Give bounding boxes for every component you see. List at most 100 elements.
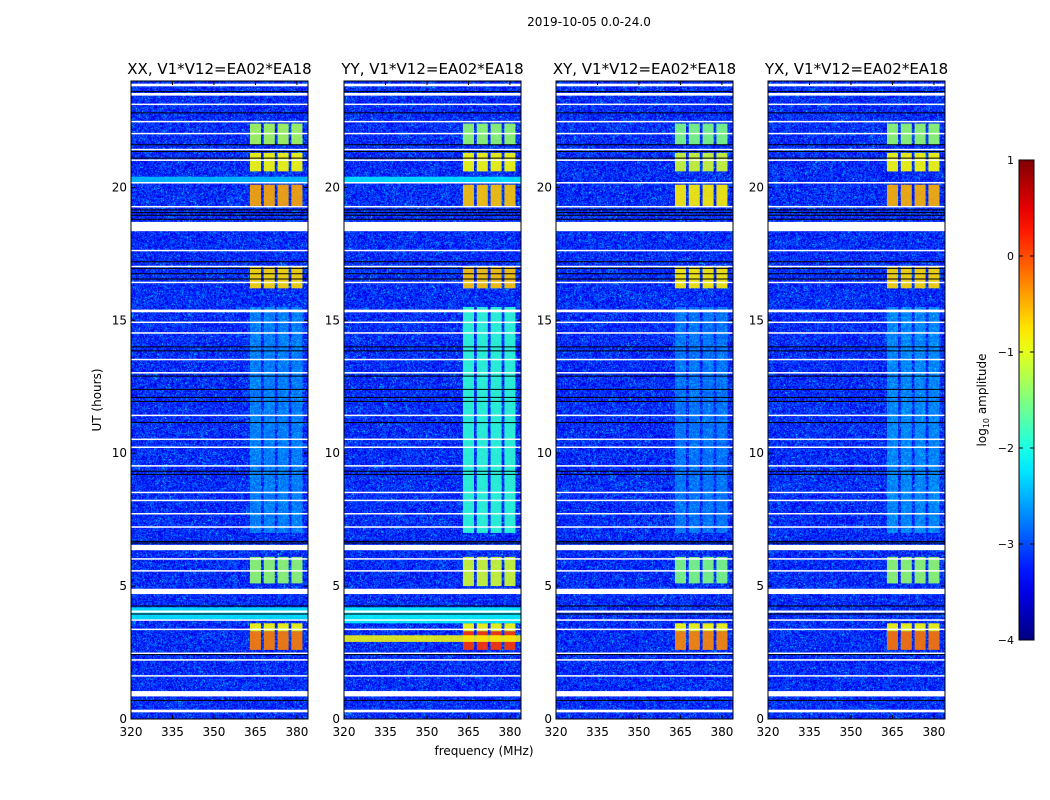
- rfi-block: [928, 152, 940, 172]
- flagged-row: [344, 652, 521, 655]
- x-tick-label: 320: [120, 725, 143, 739]
- y-tick-label: 15: [749, 313, 764, 327]
- flagged-row: [344, 709, 521, 713]
- y-tick-label: 20: [112, 180, 127, 194]
- flagged-row: [344, 103, 521, 106]
- rfi-band: [344, 635, 521, 642]
- flagged-row: [131, 249, 308, 252]
- x-tick-label: 380: [498, 725, 521, 739]
- flagged-row: [131, 148, 308, 151]
- rfi-block: [249, 267, 261, 289]
- flagged-row: [131, 159, 308, 161]
- flagged-row: [131, 321, 308, 324]
- flagged-row: [556, 265, 733, 268]
- flagged-row: [344, 446, 521, 449]
- flagged-row: [344, 499, 521, 502]
- flagged-row: [131, 659, 308, 661]
- rfi-block: [277, 152, 289, 172]
- flagged-row: [131, 414, 308, 417]
- flagged-row: [344, 438, 521, 441]
- rfi-block: [277, 556, 289, 584]
- rfi-block: [716, 184, 728, 206]
- flagged-row: [556, 558, 733, 560]
- rfi-block: [914, 306, 926, 533]
- flagged-row: [131, 309, 308, 313]
- rfi-block: [702, 152, 714, 172]
- rfi-block: [490, 152, 502, 172]
- flagged-row: [344, 491, 521, 494]
- rfi-block: [886, 556, 898, 584]
- flagged-row: [131, 221, 308, 232]
- rfi-block: [716, 306, 728, 533]
- rfi-block: [886, 623, 898, 632]
- flagged-row: [768, 205, 945, 208]
- x-tick-label: 365: [669, 725, 692, 739]
- flagged-row: [768, 659, 945, 661]
- flagged-row: [131, 92, 308, 96]
- flagged-row: [768, 372, 945, 374]
- rfi-block: [263, 184, 275, 206]
- flagged-row: [768, 491, 945, 494]
- rfi-block: [702, 184, 714, 206]
- x-tick-label: 350: [203, 725, 226, 739]
- y-tick-label: 5: [332, 579, 340, 593]
- flagged-row: [768, 148, 945, 151]
- y-tick-label: 10: [749, 446, 764, 460]
- flagged-row: [556, 205, 733, 208]
- flagged-row: [556, 610, 733, 613]
- rfi-block: [688, 306, 700, 533]
- flagged-row: [344, 92, 521, 96]
- rfi-block: [716, 631, 728, 650]
- rfi-block: [476, 306, 488, 533]
- panel-frame: [130, 80, 309, 720]
- x-tick-label: 380: [710, 725, 733, 739]
- rfi-block: [249, 631, 261, 650]
- rfi-block: [674, 306, 686, 533]
- panel-frame: [343, 80, 522, 720]
- flagged-row: [344, 628, 521, 631]
- rfi-block: [291, 184, 303, 206]
- rfi-block: [900, 306, 912, 533]
- flagged-row: [556, 446, 733, 449]
- flagged-row: [131, 526, 308, 528]
- x-tick-label: 365: [457, 725, 480, 739]
- colorbar-tick-label: 1: [1007, 154, 1014, 167]
- rfi-band: [344, 176, 521, 183]
- flagged-row: [344, 83, 521, 87]
- flagged-row: [131, 332, 308, 334]
- flagged-row: [131, 438, 308, 441]
- rfi-block: [249, 306, 261, 533]
- rfi-block: [291, 267, 303, 289]
- flagged-row: [131, 83, 308, 87]
- rfi-block: [914, 623, 926, 632]
- rfi-block: [277, 306, 289, 533]
- colorbar-tick-label: −4: [998, 634, 1014, 647]
- flagged-row: [768, 159, 945, 161]
- flagged-row: [131, 358, 308, 361]
- rfi-block: [914, 267, 926, 289]
- flagged-row: [556, 182, 733, 184]
- rfi-block: [688, 152, 700, 172]
- x-axis-label: frequency (MHz): [434, 744, 533, 758]
- flagged-row: [344, 414, 521, 417]
- y-tick-label: 0: [756, 712, 764, 726]
- flagged-row: [556, 414, 733, 417]
- rfi-block: [674, 152, 686, 172]
- rfi-block: [702, 267, 714, 289]
- colorbar: [1018, 159, 1035, 641]
- rfi-block: [462, 623, 474, 632]
- rfi-block: [900, 267, 912, 289]
- colorbar-tick-label: −1: [998, 346, 1014, 359]
- panel-title: XY, V1*V12=EA02*EA18: [553, 60, 736, 78]
- rfi-block: [900, 556, 912, 584]
- y-tick-label: 20: [537, 180, 552, 194]
- x-tick-label: 320: [757, 725, 780, 739]
- rfi-block: [914, 556, 926, 584]
- flagged-row: [344, 659, 521, 661]
- rfi-block: [688, 267, 700, 289]
- flagged-row: [556, 675, 733, 677]
- flagged-row: [556, 332, 733, 334]
- rfi-block: [886, 631, 898, 650]
- flagged-row: [768, 120, 945, 123]
